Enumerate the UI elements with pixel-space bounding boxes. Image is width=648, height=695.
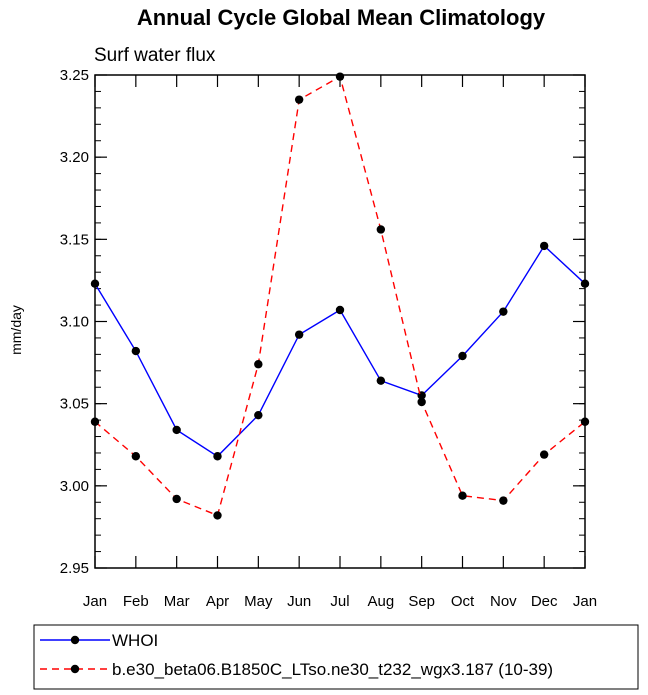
x-tick-label: Apr [206, 593, 229, 610]
legend-marker-1 [70, 635, 80, 645]
y-axis-label: mm/day [8, 305, 24, 355]
chart-subtitle: Surf water flux [94, 45, 216, 66]
series-2-point [417, 397, 426, 407]
series-1-point [580, 279, 590, 288]
y-tick-label: 3.25 [60, 67, 89, 84]
y-tick-label: 3.10 [60, 314, 89, 331]
x-tick-label: Nov [490, 593, 517, 610]
x-axis-ticks: Jan Feb Mar Apr May Jun Jul Aug Sep Oct Nov Dec Jan [83, 75, 597, 610]
x-tick-label: Mar [164, 593, 190, 610]
y-axis-ticks: 2.95 3.00 3.05 3.10 3.15 3.20 3.25 [60, 67, 585, 577]
series-2-point [376, 225, 386, 234]
chart-title: Annual Cycle Global Mean Climatology [137, 5, 546, 30]
series-1-point [213, 452, 222, 461]
series-2-point [254, 360, 263, 369]
series-1-point [458, 351, 467, 361]
x-tick-label: Oct [451, 593, 475, 610]
series-2-point [90, 417, 100, 426]
y-tick-label: 3.00 [60, 478, 89, 495]
series-2-point [499, 496, 508, 505]
minor-ticks [95, 74, 585, 569]
series-2-point [458, 491, 467, 500]
x-tick-label: Dec [531, 593, 558, 610]
series-1-point [172, 425, 181, 435]
series-1-point [376, 376, 386, 385]
series-1-point [499, 307, 508, 316]
series-1-point [539, 241, 549, 251]
y-tick-label: 3.15 [60, 231, 89, 248]
series-1-point [335, 305, 345, 315]
y-tick-label: 3.20 [60, 149, 89, 166]
series-1-point [294, 330, 304, 339]
x-tick-label: May [244, 593, 273, 610]
plot-area-frame [94, 74, 586, 569]
x-tick-label: Aug [367, 593, 394, 610]
series-1-point [90, 279, 100, 288]
y-tick-label: 2.95 [60, 560, 89, 577]
series-1-point [131, 346, 141, 356]
series-line-2 [94, 75, 586, 517]
x-tick-label: Feb [123, 593, 149, 610]
series-2-point [335, 72, 345, 81]
legend-label-2: b.e30_beta06.B1850C_LTso.ne30_t232_wgx3.… [112, 660, 553, 679]
x-tick-label: Jul [330, 593, 349, 610]
x-tick-label: Jan [573, 593, 597, 610]
x-tick-label: Jun [287, 593, 311, 610]
series-2-point [172, 494, 181, 504]
y-tick-label: 3.05 [60, 396, 89, 413]
series-2-point [580, 417, 590, 426]
x-tick-label: Sep [408, 593, 435, 610]
legend-box [33, 624, 639, 690]
x-tick-label: Jan [83, 593, 107, 610]
legend: WHOI b.e30_beta06.B1850C_LTso.ne30_t232_w… [40, 631, 553, 679]
series-2-point [131, 452, 141, 461]
series-layer [90, 72, 590, 520]
series-1-point [254, 410, 263, 420]
series-2-point [539, 450, 549, 459]
series-line-1 [94, 244, 586, 458]
legend-label-1: WHOI [112, 631, 158, 650]
legend-marker-2 [70, 664, 80, 674]
series-2-point [213, 511, 222, 520]
series-2-point [294, 95, 304, 104]
